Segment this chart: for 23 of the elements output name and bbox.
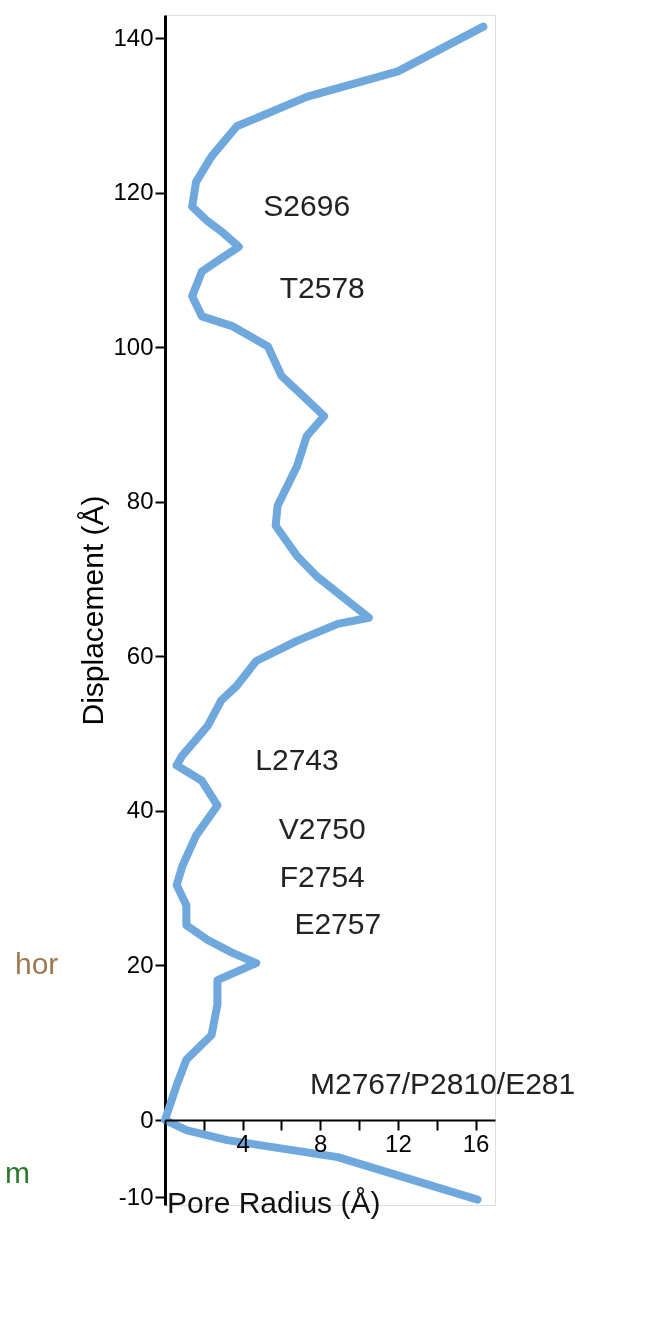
y-tick-label: 40 xyxy=(126,796,154,824)
x-tick-label: 8 xyxy=(314,1129,328,1157)
annotation: M2767/P2810/E281 xyxy=(309,1067,576,1101)
y-tick-label: 80 xyxy=(126,487,154,515)
text: m xyxy=(5,1156,30,1190)
y-tick-label: 60 xyxy=(126,641,154,669)
y-tick-label: 140 xyxy=(113,23,154,51)
annotation: F2754 xyxy=(279,860,365,894)
annotation: E2757 xyxy=(294,907,382,941)
annotation: T2578 xyxy=(279,270,365,304)
y-tick-label: 0 xyxy=(140,1105,154,1133)
y-tick-label: -10 xyxy=(118,1182,154,1210)
y-tick-label: 100 xyxy=(113,332,154,360)
annotation: S2696 xyxy=(263,188,351,222)
annotation: V2750 xyxy=(278,812,366,846)
x-tick-label: 16 xyxy=(462,1129,490,1157)
y-tick-label: 120 xyxy=(113,178,154,206)
annotation: L2743 xyxy=(255,742,339,776)
y-axis-title: Displacement (Å) xyxy=(76,495,110,726)
text: hor xyxy=(15,947,59,981)
x-tick-label: 12 xyxy=(385,1129,412,1157)
x-axis-title: Pore Radius (Å) xyxy=(167,1186,381,1219)
y-tick-label: 20 xyxy=(126,950,154,978)
